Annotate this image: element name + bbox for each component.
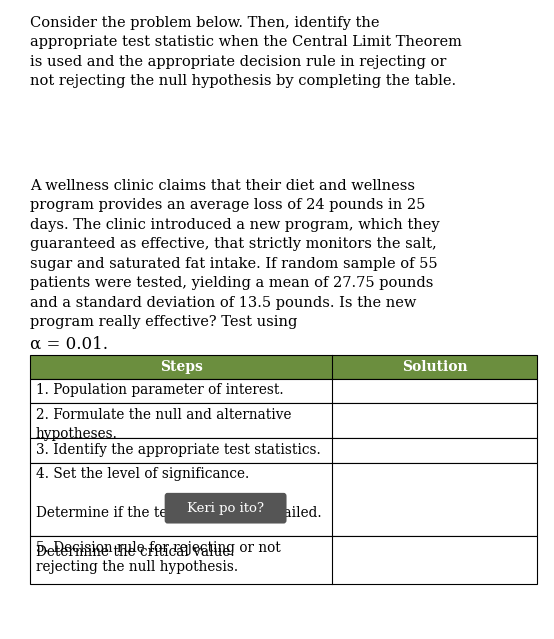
Text: 5. Decision rule for rejecting or not
rejecting the null hypothesis.: 5. Decision rule for rejecting or not re… (36, 541, 281, 574)
Text: A wellness clinic claims that their diet and wellness
program provides an averag: A wellness clinic claims that their diet… (30, 179, 440, 330)
Bar (30, 379, 537, 403)
Text: Solution: Solution (402, 360, 468, 374)
Bar (30, 536, 537, 584)
Bar (30, 355, 537, 379)
Text: 1. Population parameter of interest.: 1. Population parameter of interest. (36, 383, 284, 397)
Text: 2. Formulate the null and alternative
hypotheses.: 2. Formulate the null and alternative hy… (36, 408, 291, 441)
Text: Consider the problem below. Then, identify the
appropriate test statistic when t: Consider the problem below. Then, identi… (30, 16, 463, 88)
Text: Keri po ito?: Keri po ito? (187, 502, 264, 514)
Bar (30, 438, 537, 463)
Text: Steps: Steps (160, 360, 203, 374)
Bar (30, 403, 537, 438)
FancyBboxPatch shape (165, 493, 286, 523)
Text: α = 0.01.: α = 0.01. (30, 335, 109, 353)
Bar (30, 463, 537, 536)
Text: 3. Identify the appropriate test statistics.: 3. Identify the appropriate test statist… (36, 443, 321, 457)
Text: 4. Set the level of significance.

Determine if the test is one or two tailed.

: 4. Set the level of significance. Determ… (36, 467, 322, 559)
